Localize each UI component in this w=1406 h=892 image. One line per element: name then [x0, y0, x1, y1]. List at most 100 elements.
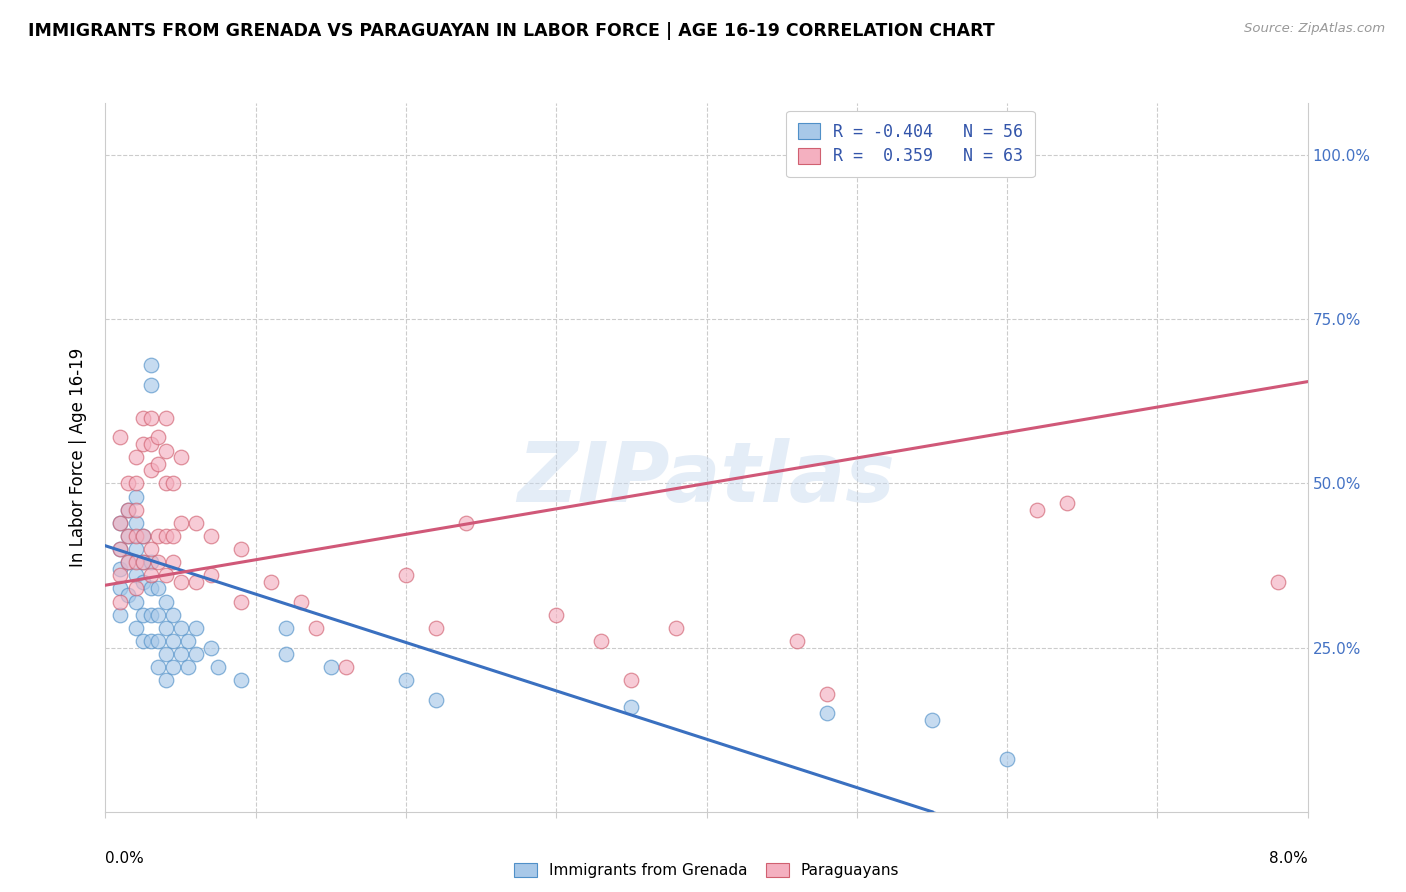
Point [110, 568, 132, 582]
Point [139, 568, 162, 582]
Point [139, 410, 162, 425]
Point [335, 660, 357, 674]
Point [124, 490, 146, 504]
Point [155, 647, 177, 661]
Point [139, 634, 162, 648]
Text: ZIPatlas: ZIPatlas [517, 438, 896, 519]
Point [146, 457, 169, 471]
Point [117, 555, 139, 569]
Point [207, 660, 229, 674]
Point [200, 640, 222, 655]
Point [162, 555, 184, 569]
Point [110, 582, 132, 596]
Point [155, 410, 177, 425]
Point [395, 568, 418, 582]
Point [146, 660, 169, 674]
Point [995, 752, 1018, 766]
Point [162, 476, 184, 491]
Point [200, 529, 222, 543]
Point [132, 529, 155, 543]
Point [1267, 574, 1289, 589]
Point [124, 621, 146, 635]
Point [454, 516, 477, 530]
Point [132, 634, 155, 648]
Point [229, 542, 252, 557]
Point [155, 476, 177, 491]
Point [110, 594, 132, 608]
Point [146, 555, 169, 569]
Point [110, 516, 132, 530]
Point [155, 529, 177, 543]
Point [162, 607, 184, 622]
Point [132, 437, 155, 451]
Point [139, 358, 162, 372]
Point [124, 555, 146, 569]
Point [139, 555, 162, 569]
Point [425, 693, 447, 707]
Point [124, 529, 146, 543]
Point [184, 574, 207, 589]
Point [117, 502, 139, 516]
Point [124, 450, 146, 465]
Point [139, 607, 162, 622]
Point [110, 607, 132, 622]
Point [124, 516, 146, 530]
Point [274, 647, 297, 661]
Point [425, 621, 447, 635]
Point [132, 574, 155, 589]
Point [139, 378, 162, 392]
Point [117, 476, 139, 491]
Point [921, 713, 943, 727]
Point [1026, 502, 1049, 516]
Point [155, 568, 177, 582]
Point [139, 542, 162, 557]
Point [146, 582, 169, 596]
Point [155, 673, 177, 688]
Text: IMMIGRANTS FROM GRENADA VS PARAGUAYAN IN LABOR FORCE | AGE 16-19 CORRELATION CHA: IMMIGRANTS FROM GRENADA VS PARAGUAYAN IN… [28, 22, 995, 40]
Point [620, 699, 643, 714]
Point [1386, 279, 1406, 293]
Point [117, 555, 139, 569]
Point [184, 647, 207, 661]
Point [305, 621, 328, 635]
Point [132, 555, 155, 569]
Point [169, 647, 191, 661]
Point [290, 594, 312, 608]
Point [155, 594, 177, 608]
Point [110, 562, 132, 576]
Point [1326, 142, 1348, 156]
Point [591, 634, 613, 648]
Y-axis label: In Labor Force | Age 16-19: In Labor Force | Age 16-19 [69, 348, 87, 566]
Point [110, 542, 132, 557]
Point [162, 660, 184, 674]
Point [319, 660, 342, 674]
Text: 8.0%: 8.0% [1268, 851, 1308, 866]
Point [169, 516, 191, 530]
Point [110, 430, 132, 444]
Point [229, 673, 252, 688]
Point [177, 634, 200, 648]
Point [124, 594, 146, 608]
Text: 0.0%: 0.0% [105, 851, 145, 866]
Point [665, 621, 688, 635]
Point [132, 529, 155, 543]
Point [200, 568, 222, 582]
Point [546, 607, 568, 622]
Point [155, 621, 177, 635]
Point [110, 542, 132, 557]
Point [124, 476, 146, 491]
Point [155, 443, 177, 458]
Point [162, 529, 184, 543]
Point [620, 673, 643, 688]
Point [184, 516, 207, 530]
Point [169, 450, 191, 465]
Point [132, 410, 155, 425]
Point [146, 634, 169, 648]
Point [117, 529, 139, 543]
Point [132, 555, 155, 569]
Point [169, 621, 191, 635]
Point [229, 594, 252, 608]
Point [124, 542, 146, 557]
Point [124, 582, 146, 596]
Point [162, 634, 184, 648]
